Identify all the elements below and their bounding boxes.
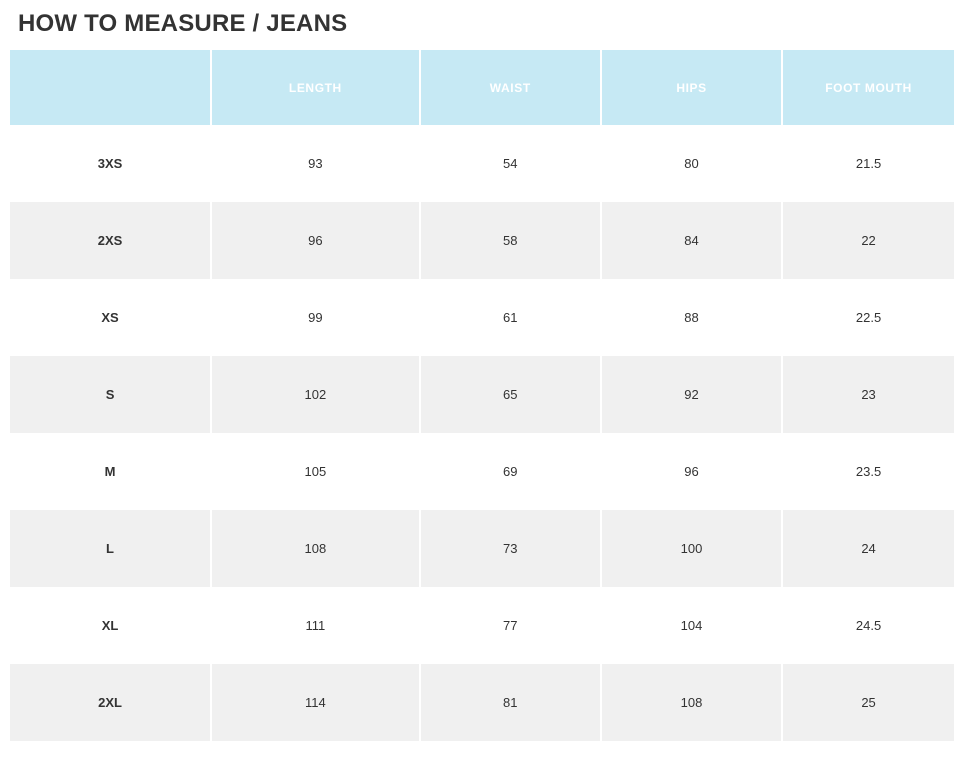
size-cell: 2XS — [10, 202, 212, 279]
page-title: HOW TO MEASURE / JEANS — [18, 10, 348, 37]
waist-cell: 58 — [418, 202, 601, 279]
hips-cell: 84 — [599, 202, 783, 279]
waist-cell: 73 — [418, 510, 601, 587]
table-row: M 105 69 96 23.5 — [10, 433, 954, 510]
size-cell: M — [10, 433, 212, 510]
length-cell: 99 — [210, 279, 420, 356]
length-cell: 102 — [210, 356, 420, 433]
hips-cell: 96 — [599, 433, 783, 510]
foot-mouth-cell: 23.5 — [781, 433, 954, 510]
hips-cell: 108 — [599, 664, 783, 741]
size-cell: L — [10, 510, 212, 587]
hips-cell: 104 — [599, 587, 783, 664]
table-row: 2XL 114 81 108 25 — [10, 664, 954, 741]
foot-mouth-cell: 24 — [781, 510, 954, 587]
hips-cell: 88 — [599, 279, 783, 356]
hips-cell: 100 — [599, 510, 783, 587]
waist-cell: 65 — [418, 356, 601, 433]
column-header-size — [10, 50, 212, 125]
length-cell: 105 — [210, 433, 420, 510]
length-cell: 93 — [210, 125, 420, 202]
hips-cell: 80 — [599, 125, 783, 202]
table-row: 3XS 93 54 80 21.5 — [10, 125, 954, 202]
length-cell: 111 — [210, 587, 420, 664]
foot-mouth-cell: 25 — [781, 664, 954, 741]
length-cell: 108 — [210, 510, 420, 587]
waist-cell: 54 — [418, 125, 601, 202]
table-row: XS 99 61 88 22.5 — [10, 279, 954, 356]
table-row: XL 111 77 104 24.5 — [10, 587, 954, 664]
waist-cell: 77 — [418, 587, 601, 664]
length-cell: 114 — [210, 664, 420, 741]
column-header-waist: WAIST — [418, 50, 601, 125]
foot-mouth-cell: 22.5 — [781, 279, 954, 356]
size-chart-table: LENGTH WAIST HIPS FOOT MOUTH 3XS 93 54 8… — [10, 50, 954, 741]
header-row: LENGTH WAIST HIPS FOOT MOUTH — [10, 50, 954, 125]
table-row: 2XS 96 58 84 22 — [10, 202, 954, 279]
column-header-hips: HIPS — [599, 50, 783, 125]
waist-cell: 61 — [418, 279, 601, 356]
foot-mouth-cell: 21.5 — [781, 125, 954, 202]
table-row: L 108 73 100 24 — [10, 510, 954, 587]
hips-cell: 92 — [599, 356, 783, 433]
table-row: S 102 65 92 23 — [10, 356, 954, 433]
size-cell: XS — [10, 279, 212, 356]
foot-mouth-cell: 22 — [781, 202, 954, 279]
waist-cell: 69 — [418, 433, 601, 510]
foot-mouth-cell: 24.5 — [781, 587, 954, 664]
size-cell: 3XS — [10, 125, 212, 202]
column-header-length: LENGTH — [210, 50, 420, 125]
waist-cell: 81 — [418, 664, 601, 741]
length-cell: 96 — [210, 202, 420, 279]
size-cell: XL — [10, 587, 212, 664]
size-cell: 2XL — [10, 664, 212, 741]
foot-mouth-cell: 23 — [781, 356, 954, 433]
size-cell: S — [10, 356, 212, 433]
column-header-foot-mouth: FOOT MOUTH — [781, 50, 954, 125]
